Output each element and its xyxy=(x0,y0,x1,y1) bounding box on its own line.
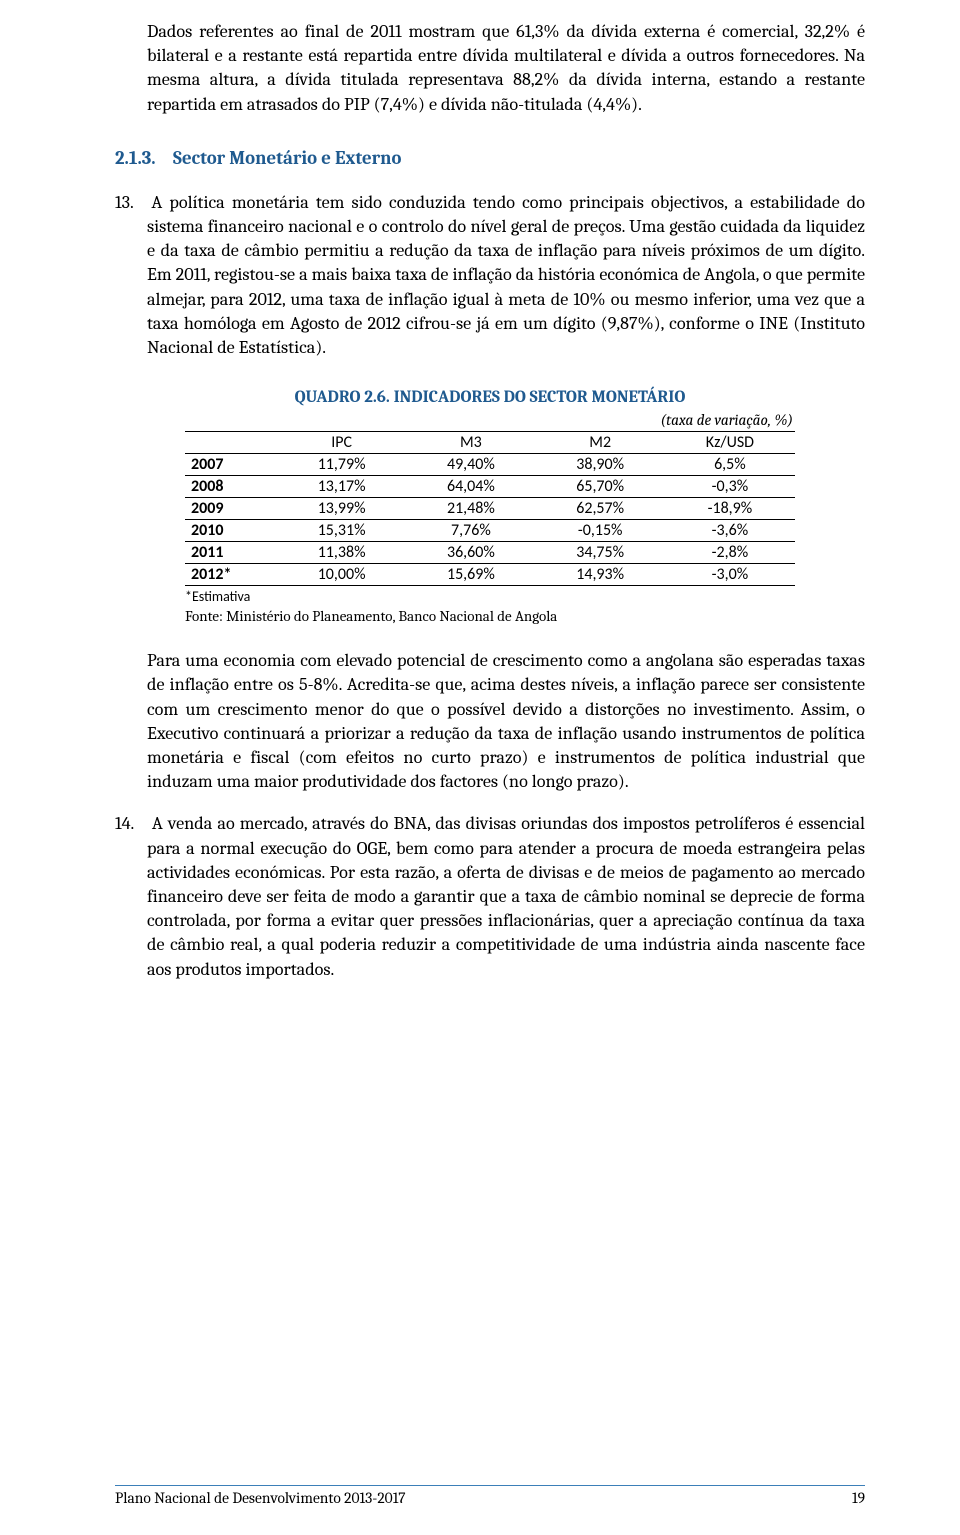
section-number: 2.1.3. xyxy=(115,147,173,169)
table-cell: 6,5% xyxy=(665,454,795,476)
table-cell: 11,79% xyxy=(277,454,406,476)
paragraph-after-table: Para uma economia com elevado potencial … xyxy=(115,649,865,794)
table-row: 2007 11,79% 49,40% 38,90% 6,5% xyxy=(185,454,795,476)
paragraph-intro: Dados referentes ao final de 2011 mostra… xyxy=(115,20,865,117)
table-cell: 21,48% xyxy=(406,498,535,520)
table-cell: -2,8% xyxy=(665,542,795,564)
table-header-cell: IPC xyxy=(277,432,406,454)
table-note-right: (taxa de variação, %) xyxy=(183,411,797,429)
table-cell: 10,00% xyxy=(277,564,406,586)
table-estimate-note: *Estimativa xyxy=(185,588,795,605)
table-cell: 13,99% xyxy=(277,498,406,520)
document-page: Dados referentes ao final de 2011 mostra… xyxy=(0,0,960,1535)
table-cell: -18,9% xyxy=(665,498,795,520)
table-header-cell: M3 xyxy=(406,432,535,454)
page-footer: Plano Nacional de Desenvolvimento 2013-2… xyxy=(115,1485,865,1507)
table-cell: -0,15% xyxy=(536,520,665,542)
table-cell: 14,93% xyxy=(536,564,665,586)
table-cell: 34,75% xyxy=(536,542,665,564)
table-cell: 49,40% xyxy=(406,454,535,476)
table-cell: -3,6% xyxy=(665,520,795,542)
table-row: 2012* 10,00% 15,69% 14,93% -3,0% xyxy=(185,564,795,586)
table-source: Fonte: Ministério do Planeamento, Banco … xyxy=(185,607,795,625)
footer-page-number: 19 xyxy=(852,1489,865,1507)
table-cell: 2010 xyxy=(185,520,277,542)
table-header-row: IPC M3 M2 Kz/USD xyxy=(185,432,795,454)
paragraph-14: 14. A venda ao mercado, através do BNA, … xyxy=(115,812,865,981)
section-heading: 2.1.3. Sector Monetário e Externo xyxy=(115,147,865,169)
section-title: Sector Monetário e Externo xyxy=(173,147,401,169)
paragraph-13: 13. A política monetária tem sido conduz… xyxy=(115,191,865,360)
table-cell: 2007 xyxy=(185,454,277,476)
table-row: 2009 13,99% 21,48% 62,57% -18,9% xyxy=(185,498,795,520)
table-header-cell: M2 xyxy=(536,432,665,454)
table-row: 2008 13,17% 64,04% 65,70% -0,3% xyxy=(185,476,795,498)
footer-left: Plano Nacional de Desenvolvimento 2013-2… xyxy=(115,1489,406,1507)
table-cell: 2008 xyxy=(185,476,277,498)
table-cell: 7,76% xyxy=(406,520,535,542)
table-cell: 2011 xyxy=(185,542,277,564)
table-header-cell xyxy=(185,432,277,454)
table-cell: 65,70% xyxy=(536,476,665,498)
table-cell: -0,3% xyxy=(665,476,795,498)
table-row: 2011 11,38% 36,60% 34,75% -2,8% xyxy=(185,542,795,564)
table-cell: 13,17% xyxy=(277,476,406,498)
table-cell: 64,04% xyxy=(406,476,535,498)
table-cell: 2012* xyxy=(185,564,277,586)
table-header-cell: Kz/USD xyxy=(665,432,795,454)
table-cell: 11,38% xyxy=(277,542,406,564)
table-cell: 2009 xyxy=(185,498,277,520)
table-cell: 36,60% xyxy=(406,542,535,564)
table-cell: 15,31% xyxy=(277,520,406,542)
table-title: QUADRO 2.6. INDICADORES DO SECTOR MONETÁ… xyxy=(115,388,865,407)
table-cell: 38,90% xyxy=(536,454,665,476)
table-row: 2010 15,31% 7,76% -0,15% -3,6% xyxy=(185,520,795,542)
indicators-table: IPC M3 M2 Kz/USD 2007 11,79% 49,40% 38,9… xyxy=(185,431,795,586)
table-cell: 62,57% xyxy=(536,498,665,520)
table-cell: -3,0% xyxy=(665,564,795,586)
table-cell: 15,69% xyxy=(406,564,535,586)
